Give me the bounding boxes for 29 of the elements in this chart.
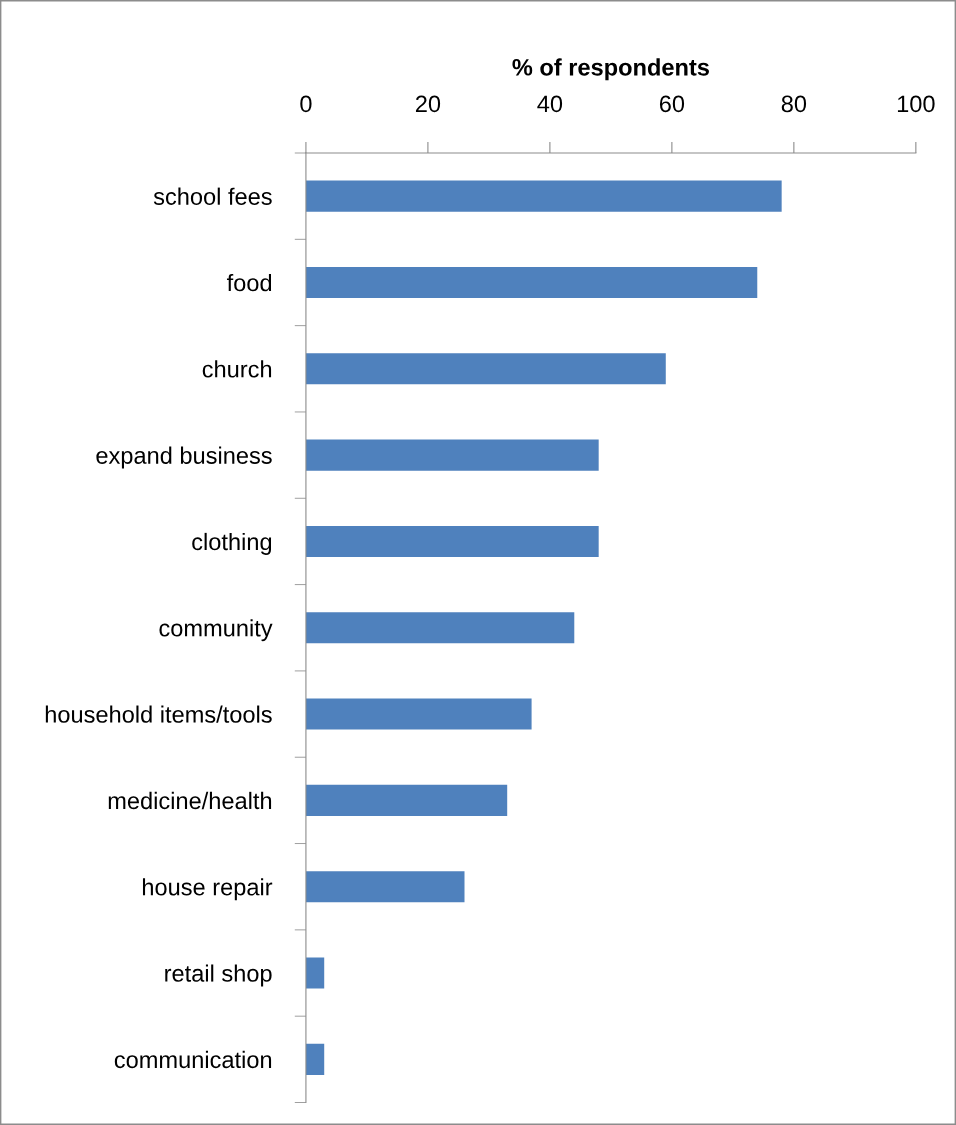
- y-tick-label: school fees: [153, 187, 272, 205]
- y-tick-label: expand business: [96, 446, 272, 469]
- bar: [305, 180, 782, 212]
- x-tick-label: 60: [659, 95, 685, 113]
- bar: [305, 525, 599, 557]
- y-tick-label: medicine/health: [108, 791, 272, 810]
- y-tick-label: house repair: [142, 878, 273, 901]
- y-tick-label: community: [159, 619, 273, 642]
- y-tick-label: food: [226, 273, 272, 292]
- x-tick-label: 0: [300, 95, 312, 113]
- y-tick-label: communication: [114, 1050, 272, 1069]
- bar: [305, 871, 465, 903]
- bar: [305, 266, 758, 299]
- bar: [305, 698, 532, 730]
- x-tick-label: 20: [415, 95, 441, 113]
- x-tick-label: 80: [781, 95, 807, 113]
- bar: [305, 353, 666, 385]
- bar: [305, 612, 575, 644]
- x-tick-label: 40: [537, 95, 563, 113]
- bar: [305, 784, 508, 816]
- x-tick-label: 100: [897, 95, 935, 113]
- y-tick-label: retail shop: [165, 964, 272, 987]
- y-tick-label: clothing: [192, 532, 272, 555]
- bar: [305, 957, 325, 989]
- y-tick-label: household items/tools: [45, 705, 272, 723]
- y-tick-label: church: [202, 360, 272, 378]
- bar: [305, 439, 599, 471]
- bar: [305, 1043, 325, 1075]
- x-axis-title: % of respondents: [512, 58, 709, 81]
